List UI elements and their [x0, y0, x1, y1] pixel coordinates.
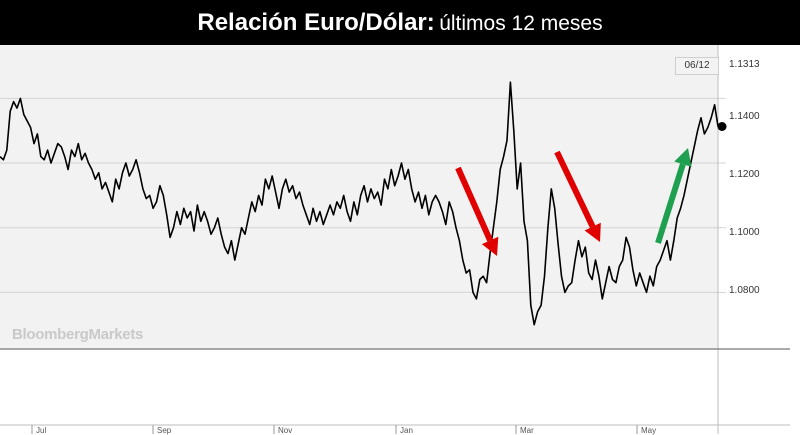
arrow-up-icon	[655, 148, 692, 244]
x-tick-label: Mar	[520, 426, 534, 435]
arrow-shaft	[655, 163, 686, 244]
x-tick-label: Nov	[278, 426, 293, 435]
last-value-label: 1.1313	[729, 59, 760, 70]
arrow-head	[584, 222, 601, 242]
x-tick-label: Jan	[400, 426, 413, 435]
x-tick-marks	[31, 425, 638, 434]
x-tick-label: May	[641, 426, 657, 435]
arrow-down-icon	[455, 166, 499, 256]
arrow-down-icon	[554, 150, 601, 242]
last-date-label: 06/12	[675, 57, 719, 75]
last-point-marker	[717, 121, 727, 131]
arrow-shaft	[554, 150, 596, 228]
watermark-logo: BloombergMarkets	[12, 326, 144, 343]
line-chart	[0, 45, 790, 434]
arrow-shaft	[455, 166, 493, 242]
gridlines	[0, 97, 726, 293]
x-tick-label: Sep	[157, 426, 172, 435]
y-tick-label: 1.0800	[729, 285, 760, 296]
chart-title: Relación Euro/Dólar: últimos 12 meses	[0, 0, 800, 45]
series-line	[0, 81, 719, 326]
series-layer	[0, 81, 727, 326]
chart-title-bold: Relación Euro/Dólar:	[197, 9, 435, 36]
chart-title-regular: últimos 12 meses	[439, 12, 603, 35]
y-tick-label: 1.1400	[729, 111, 760, 122]
y-tick-label: 1.1000	[729, 227, 760, 238]
annotation-arrows	[455, 148, 692, 256]
arrow-head	[481, 236, 499, 256]
x-tick-label: Jul	[36, 426, 47, 435]
y-tick-label: 1.1200	[729, 169, 760, 180]
plot-background	[0, 45, 718, 349]
arrow-head	[674, 148, 692, 167]
